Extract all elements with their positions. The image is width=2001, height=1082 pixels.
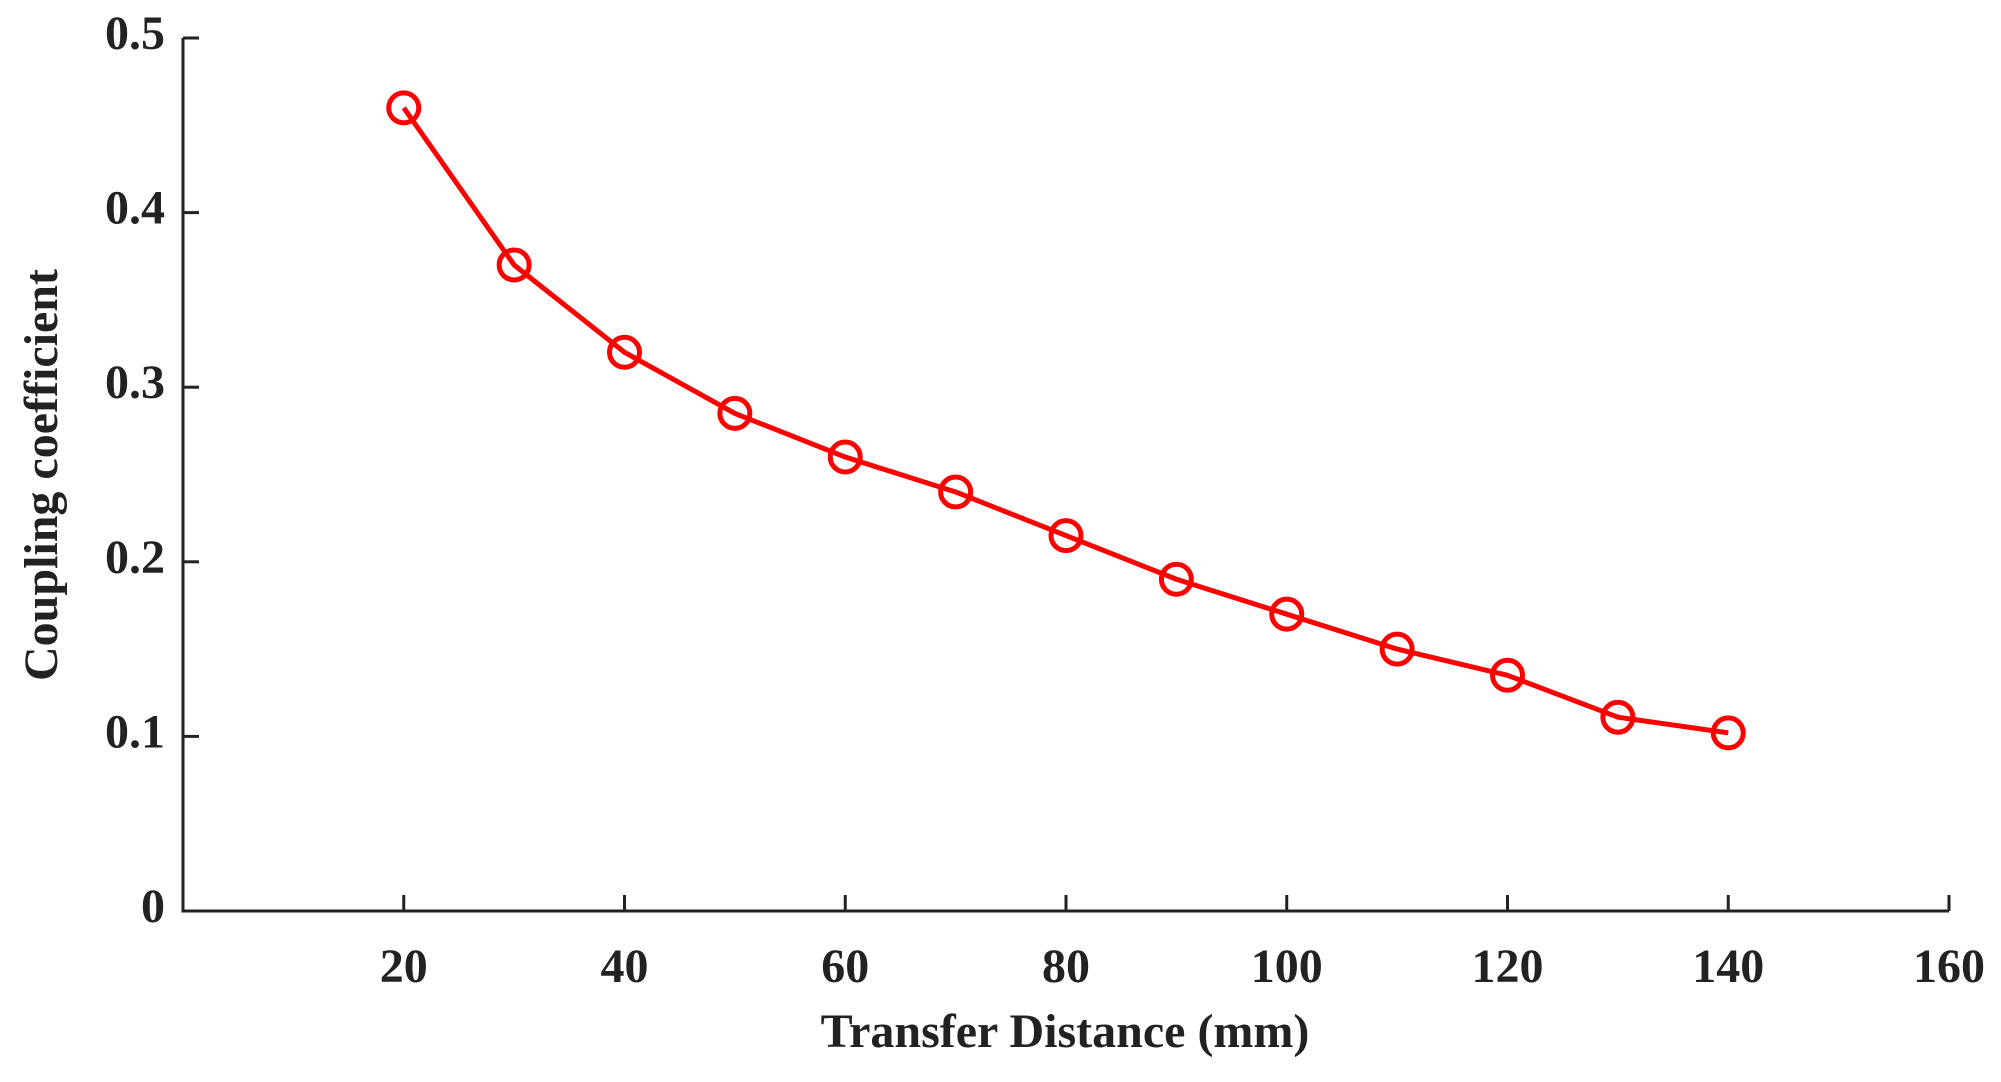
x-tick-label: 160 [1913, 940, 1985, 993]
y-tick-label: 0.1 [105, 705, 165, 758]
y-tick-label: 0.2 [105, 531, 165, 584]
data-point [1600, 699, 1636, 735]
data-point [607, 334, 642, 370]
x-tick-label: 20 [380, 940, 428, 993]
y-tick-label: 0.5 [105, 7, 165, 60]
x-tick-label: 60 [821, 940, 869, 993]
x-tick-label: 100 [1251, 940, 1323, 993]
data-point [1490, 657, 1525, 693]
y-axis-label: Coupling coefficient [15, 269, 68, 681]
x-tick-label: 120 [1472, 940, 1544, 993]
y-tick-label: 0 [141, 880, 165, 933]
data-point [717, 395, 753, 431]
data-point [1269, 596, 1305, 632]
data-point [827, 439, 863, 475]
data-point [496, 247, 532, 283]
x-tick-label: 80 [1042, 940, 1090, 993]
y-tick-label: 0.4 [105, 182, 165, 235]
data-point [386, 90, 422, 126]
data-point [1048, 518, 1084, 554]
data-point [938, 474, 974, 510]
data-point [1158, 561, 1194, 597]
data-line [401, 106, 1729, 736]
x-axis-label: Transfer Distance (mm) [821, 1005, 1310, 1058]
x-tick-label: 140 [1692, 940, 1764, 993]
y-tick-label: 0.3 [105, 356, 165, 409]
data-point [1379, 631, 1415, 667]
data-point [1710, 715, 1746, 751]
x-tick-label: 40 [601, 940, 649, 993]
